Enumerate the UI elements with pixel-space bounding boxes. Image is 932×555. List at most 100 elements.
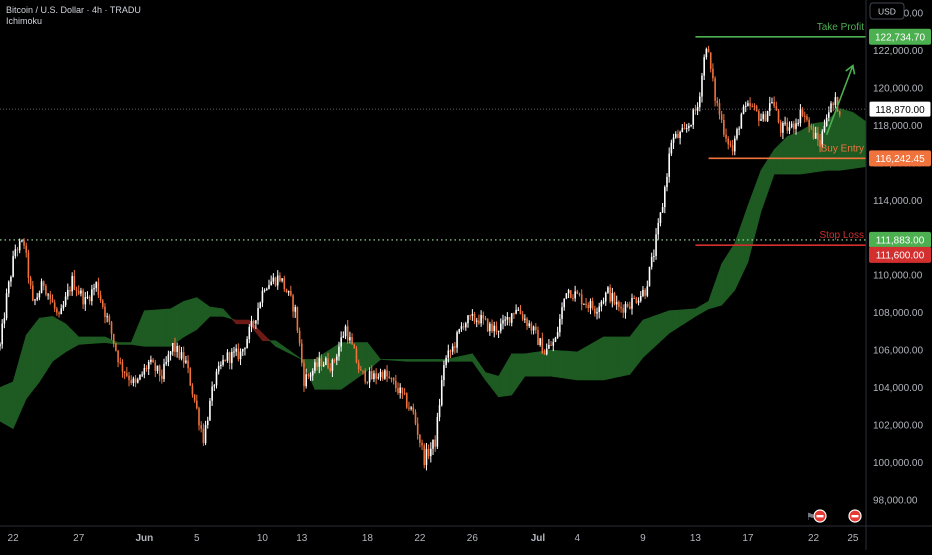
cloud-segment-bull	[276, 341, 279, 348]
candle-down	[408, 408, 410, 409]
candle-down	[780, 122, 782, 133]
cloud-segment-bull	[564, 351, 567, 379]
candle-down	[537, 330, 539, 345]
candle-down	[329, 368, 331, 371]
time-tick-label: 13	[296, 533, 308, 544]
candle-up	[502, 320, 504, 323]
candle-up	[682, 128, 684, 132]
candle-up	[273, 278, 275, 282]
cloud-segment-bull	[538, 351, 541, 376]
cloud-segment-bull	[43, 317, 46, 376]
candle-down	[82, 291, 84, 305]
candle-down	[485, 318, 487, 319]
cloud-segment-bull	[121, 343, 124, 345]
candle-up	[432, 440, 434, 449]
cloud-segment-bull	[702, 303, 705, 312]
time-tick-label: 27	[73, 533, 85, 544]
candle-down	[535, 327, 537, 330]
candle-down	[684, 128, 686, 129]
cloud-segment-bull	[738, 225, 741, 283]
cloud-segment-bull	[525, 353, 528, 376]
flag-icon[interactable]: ⚑	[806, 512, 815, 523]
chart-header: Bitcoin / U.S. Dollar · 4h · TRADU Ichim…	[6, 5, 141, 27]
candle-up	[826, 118, 828, 126]
symbol-title[interactable]: Bitcoin / U.S. Dollar · 4h · TRADU	[6, 5, 141, 16]
candle-down	[130, 380, 132, 383]
cloud-segment-bull	[807, 125, 810, 173]
candle-down	[397, 388, 399, 393]
candle-down	[712, 69, 714, 79]
candle-up	[343, 336, 345, 337]
cloud-segment-bull	[482, 368, 485, 380]
candle-up	[664, 187, 666, 207]
candle-down	[817, 133, 819, 140]
cloud-segment-bull	[7, 383, 10, 427]
cloud-segment-bull	[20, 347, 23, 414]
candle-down	[386, 370, 388, 376]
cloud-segment-bull	[39, 318, 42, 382]
cloud-segment-bull	[279, 343, 282, 350]
cloud-segment-bull	[722, 259, 725, 305]
cloud-segment-bull	[374, 351, 377, 365]
cloud-segment-bull	[495, 375, 498, 397]
cloud-segment-bull	[794, 132, 797, 174]
cloud-segment-bull	[732, 243, 735, 294]
cloud-segment-bull	[797, 131, 800, 174]
cloud-segment-bull	[171, 307, 174, 346]
cloud-segment-bull	[787, 135, 790, 174]
candle-up	[19, 241, 21, 250]
cloud-segment-bear	[266, 336, 269, 340]
cloud-segment-bull	[640, 320, 643, 362]
candle-up	[701, 76, 703, 97]
price-tick-label: 108,000.00	[873, 308, 923, 319]
candle-up	[782, 123, 784, 133]
cloud-segment-bull	[600, 337, 603, 380]
candle-down	[17, 249, 19, 250]
candle-up	[657, 223, 659, 234]
cloud-segment-bull	[627, 337, 630, 375]
candle-down	[487, 319, 489, 331]
candle-up	[489, 324, 491, 331]
candle-up	[574, 291, 576, 298]
candle-up	[207, 421, 209, 425]
candle-down	[187, 361, 189, 369]
cloud-segment-bull	[285, 348, 288, 353]
candle-up	[760, 119, 762, 121]
candle-down	[773, 102, 775, 106]
candle-up	[67, 290, 69, 296]
candle-up	[4, 318, 6, 323]
candle-up	[563, 299, 565, 308]
candle-up	[349, 337, 351, 340]
candle-down	[627, 304, 629, 307]
candle-up	[150, 360, 152, 362]
candle-down	[353, 344, 355, 348]
cloud-segment-bull	[3, 385, 6, 425]
buy-entry-price-text: 116,242.45	[875, 154, 925, 165]
indicator-label[interactable]: Ichimoku	[6, 16, 141, 27]
candle-up	[157, 366, 159, 371]
candle-up	[12, 256, 14, 277]
candle-up	[95, 282, 97, 288]
candle-up	[539, 338, 541, 345]
time-tick-label: 22	[808, 533, 820, 544]
candle-down	[415, 412, 417, 423]
candle-down	[402, 388, 404, 394]
cloud-segment-bull	[666, 311, 669, 337]
cloud-segment-bull	[59, 320, 62, 357]
cloud-segment-bull	[56, 318, 59, 359]
cloud-segment-bull	[10, 382, 13, 429]
candle-down	[146, 368, 148, 369]
cloud-segment-bull	[508, 354, 511, 396]
cloud-segment-bull	[217, 308, 220, 316]
cloud-segment-bull	[89, 337, 92, 344]
price-tick-label: 120,000.00	[873, 83, 923, 94]
candle-down	[832, 103, 834, 105]
candle-down	[778, 110, 780, 122]
cloud-segment-bull	[223, 309, 226, 317]
candle-up	[80, 291, 82, 294]
cloud-segment-bear	[233, 319, 236, 324]
candle-up	[47, 294, 49, 295]
cloud-segment-bull	[515, 354, 518, 391]
